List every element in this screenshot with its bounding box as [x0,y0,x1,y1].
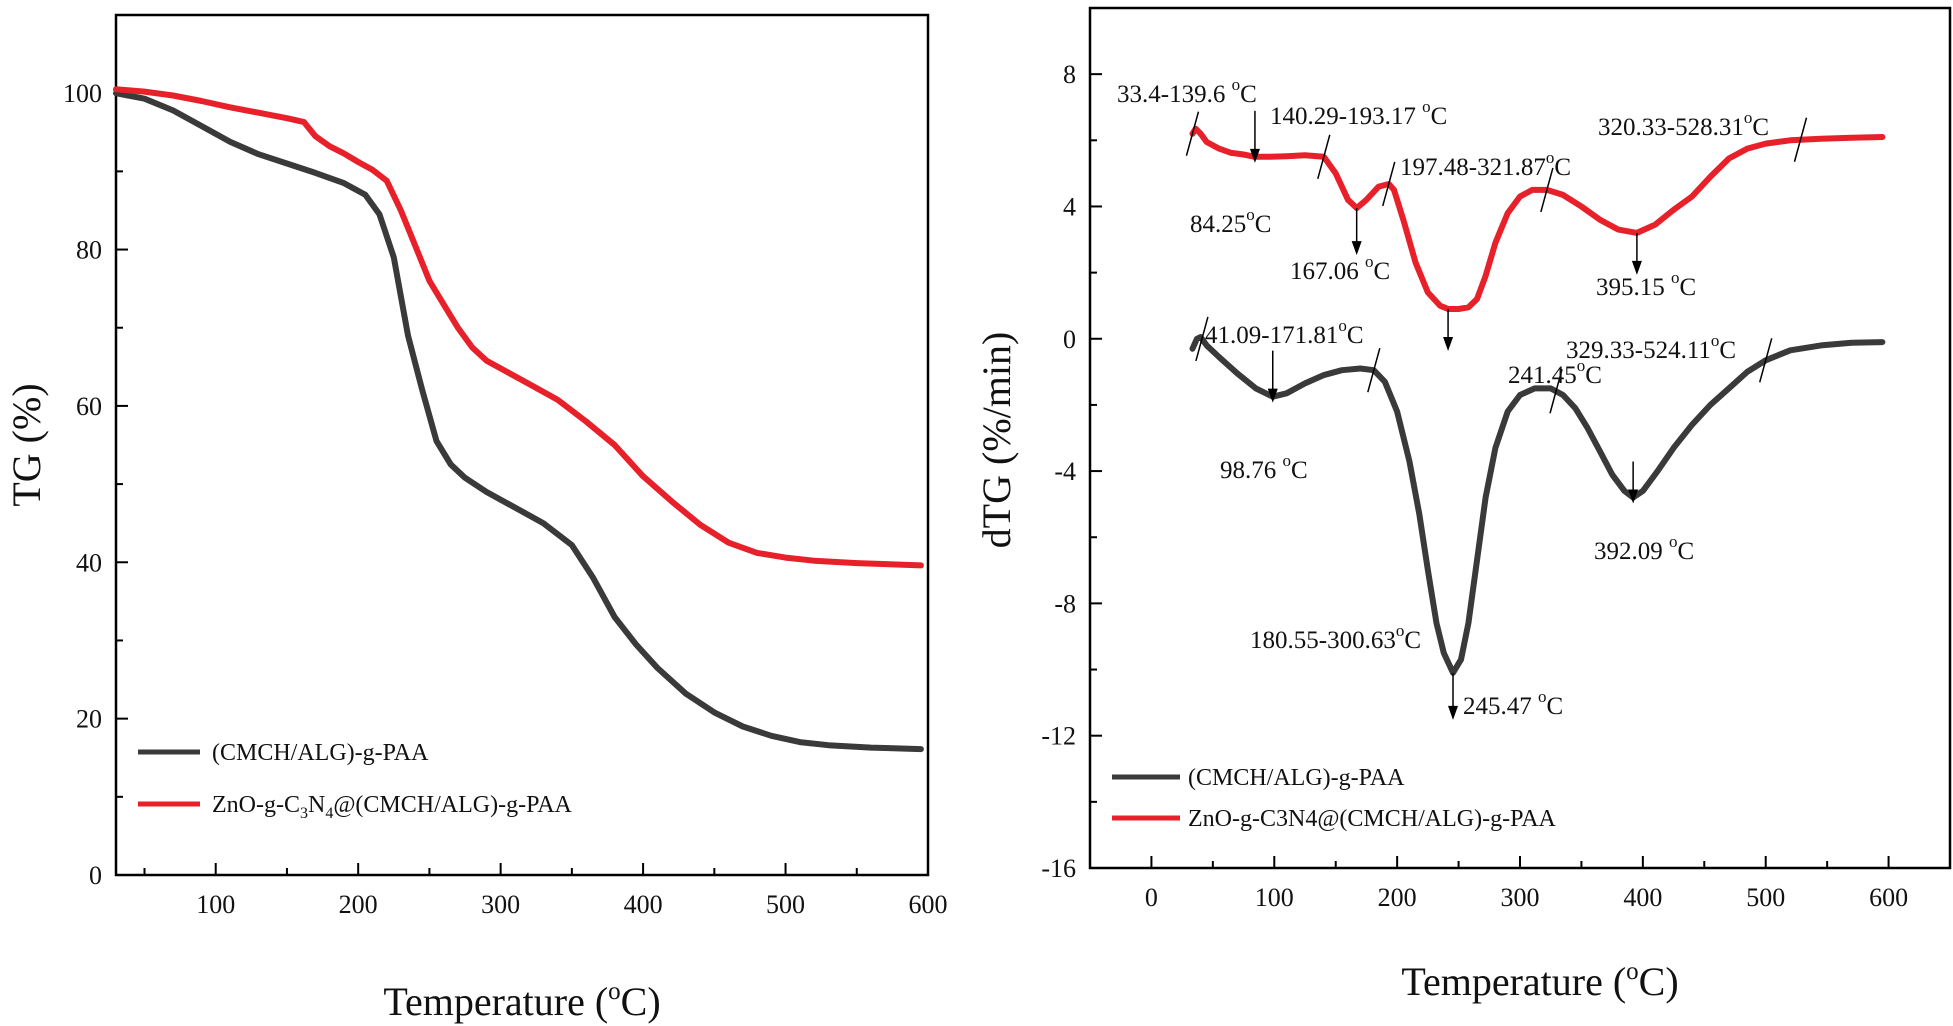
dtg-x-tick-label: 600 [1869,883,1908,912]
dtg-legend-label-red: ZnO-g-C3N4@(CMCH/ALG)-g-PAA [1188,806,1557,832]
dtg-series-line-red [1189,125,1886,312]
annot-black-peak-3: 392.09 oC [1594,532,1694,565]
black-peak-245-arrow-head [1448,705,1459,720]
dtg-x-tick-label: 100 [1255,883,1294,912]
tg-y-tick-label: 60 [76,392,102,421]
black-range-mark [1367,347,1381,393]
tg-legend-label-black: (CMCH/ALG)-g-PAA [212,740,429,766]
tg-y-tick-label: 100 [63,79,102,108]
tg-x-tick-label: 500 [766,890,805,919]
red-range-mark [1793,117,1808,162]
dtg-x-tick-label: 0 [1145,883,1158,912]
tg-y-tick-label: 0 [89,861,102,890]
annot-red-range-4: 320.33-528.31oC [1598,108,1769,141]
dtg-y-tick-label: -8 [1054,589,1076,618]
tg-x-tick-label: 200 [339,890,378,919]
annot-black-range-1: 41.09-171.81oC [1205,316,1364,349]
tg-x-tick-label: 100 [196,890,235,919]
annot-red-peak-2: 167.06 oC [1290,252,1390,285]
dtg-legend: (CMCH/ALG)-g-PAA ZnO-g-C3N4@(CMCH/ALG)-g… [1112,765,1557,832]
tg-chart: 100 200 300 400 500 600 0 20 40 60 80 100 TG (%) Te… [4,13,948,1024]
red-peak-395-arrow-head [1631,260,1642,275]
tg-series-line-black [113,90,924,753]
tg-series-line-red [113,86,924,569]
dtg-y-tick-label: -4 [1054,457,1076,486]
tg-ticks: 100 200 300 400 500 600 0 20 40 60 80 100 [63,79,948,919]
red-peak-84-arrow-head [1249,148,1260,163]
black-peak-392-arrow-head [1628,489,1639,504]
red-peak-241-arrow-head [1443,337,1454,351]
dtg-x-tick-label: 300 [1501,883,1540,912]
tg-x-axis-label: Temperature (oC) [383,978,660,1024]
black-peak-98-arrow-head [1267,388,1278,403]
red-range-mark [1382,161,1396,207]
tg-legend-label-red: ZnO-g-C3N4@(CMCH/ALG)-g-PAA [212,792,573,822]
dtg-marks [1185,110,1808,720]
tg-x-tick-label: 300 [481,890,520,919]
annot-red-peak-3: 241.45oC [1508,356,1602,389]
dtg-series [1189,125,1886,676]
dtg-legend-label-black: (CMCH/ALG)-g-PAA [1188,765,1405,791]
annot-black-peak-1: 98.76 oC [1220,451,1308,484]
dtg-x-axis-label: Temperature (oC) [1401,958,1678,1004]
tg-y-axis-label: TG (%) [4,383,49,506]
tg-y-tick-label: 80 [76,236,102,265]
red-range-mark [1185,111,1200,156]
annot-black-peak-2: 245.47 oC [1463,687,1563,720]
dtg-y-tick-label: 0 [1063,325,1076,354]
annot-red-range-1: 33.4-139.6 oC [1117,75,1257,108]
tg-plot-frame [114,13,930,877]
dtg-y-tick-label: 8 [1063,60,1076,89]
dtg-y-tick-label: -16 [1041,854,1076,883]
tg-x-tick-label: 600 [909,890,948,919]
dtg-x-tick-label: 500 [1746,883,1785,912]
dtg-x-tick-label: 400 [1623,883,1662,912]
dtg-x-tick-label: 200 [1378,883,1417,912]
red-range-mark [1540,167,1554,213]
dtg-series-line-black [1189,334,1886,676]
annot-red-range-3: 197.48-321.87oC [1400,148,1571,181]
tg-legend: (CMCH/ALG)-g-PAA ZnO-g-C3N4@(CMCH/ALG)-g… [138,740,573,822]
red-range-mark [1317,134,1331,180]
tg-y-tick-label: 20 [76,705,102,734]
black-range-mark [1549,369,1563,414]
annot-red-peak-4: 395.15 oC [1596,268,1696,301]
black-range-mark [1195,316,1209,362]
tg-x-tick-label: 400 [624,890,663,919]
dtg-y-tick-label: 4 [1063,192,1076,221]
annot-black-range-2: 180.55-300.63oC [1250,621,1421,654]
annot-red-range-2: 140.29-193.17 oC [1270,97,1447,130]
dtg-y-axis-label: dTG (%/min) [974,332,1019,549]
annot-black-range-3: 329.33-524.11oC [1566,331,1736,364]
red-peak-167-arrow-head [1351,241,1362,256]
tg-series [113,86,924,753]
dtg-annotations: 33.4-139.6 oC 140.29-193.17 oC 197.48-32… [1117,75,1769,720]
black-range-mark [1758,338,1773,383]
tg-y-tick-label: 40 [76,548,102,577]
dtg-ticks: 0 100 200 300 400 500 600 -16 -12 -8 -4 0 4 8 [1041,60,1908,912]
dtg-y-tick-label: -12 [1041,722,1076,751]
dtg-chart: 0 100 200 300 400 500 600 -16 -12 -8 -4 0 4 8 dTG (%/… [974,6,1952,1004]
annot-red-peak-1: 84.25oC [1190,205,1271,238]
